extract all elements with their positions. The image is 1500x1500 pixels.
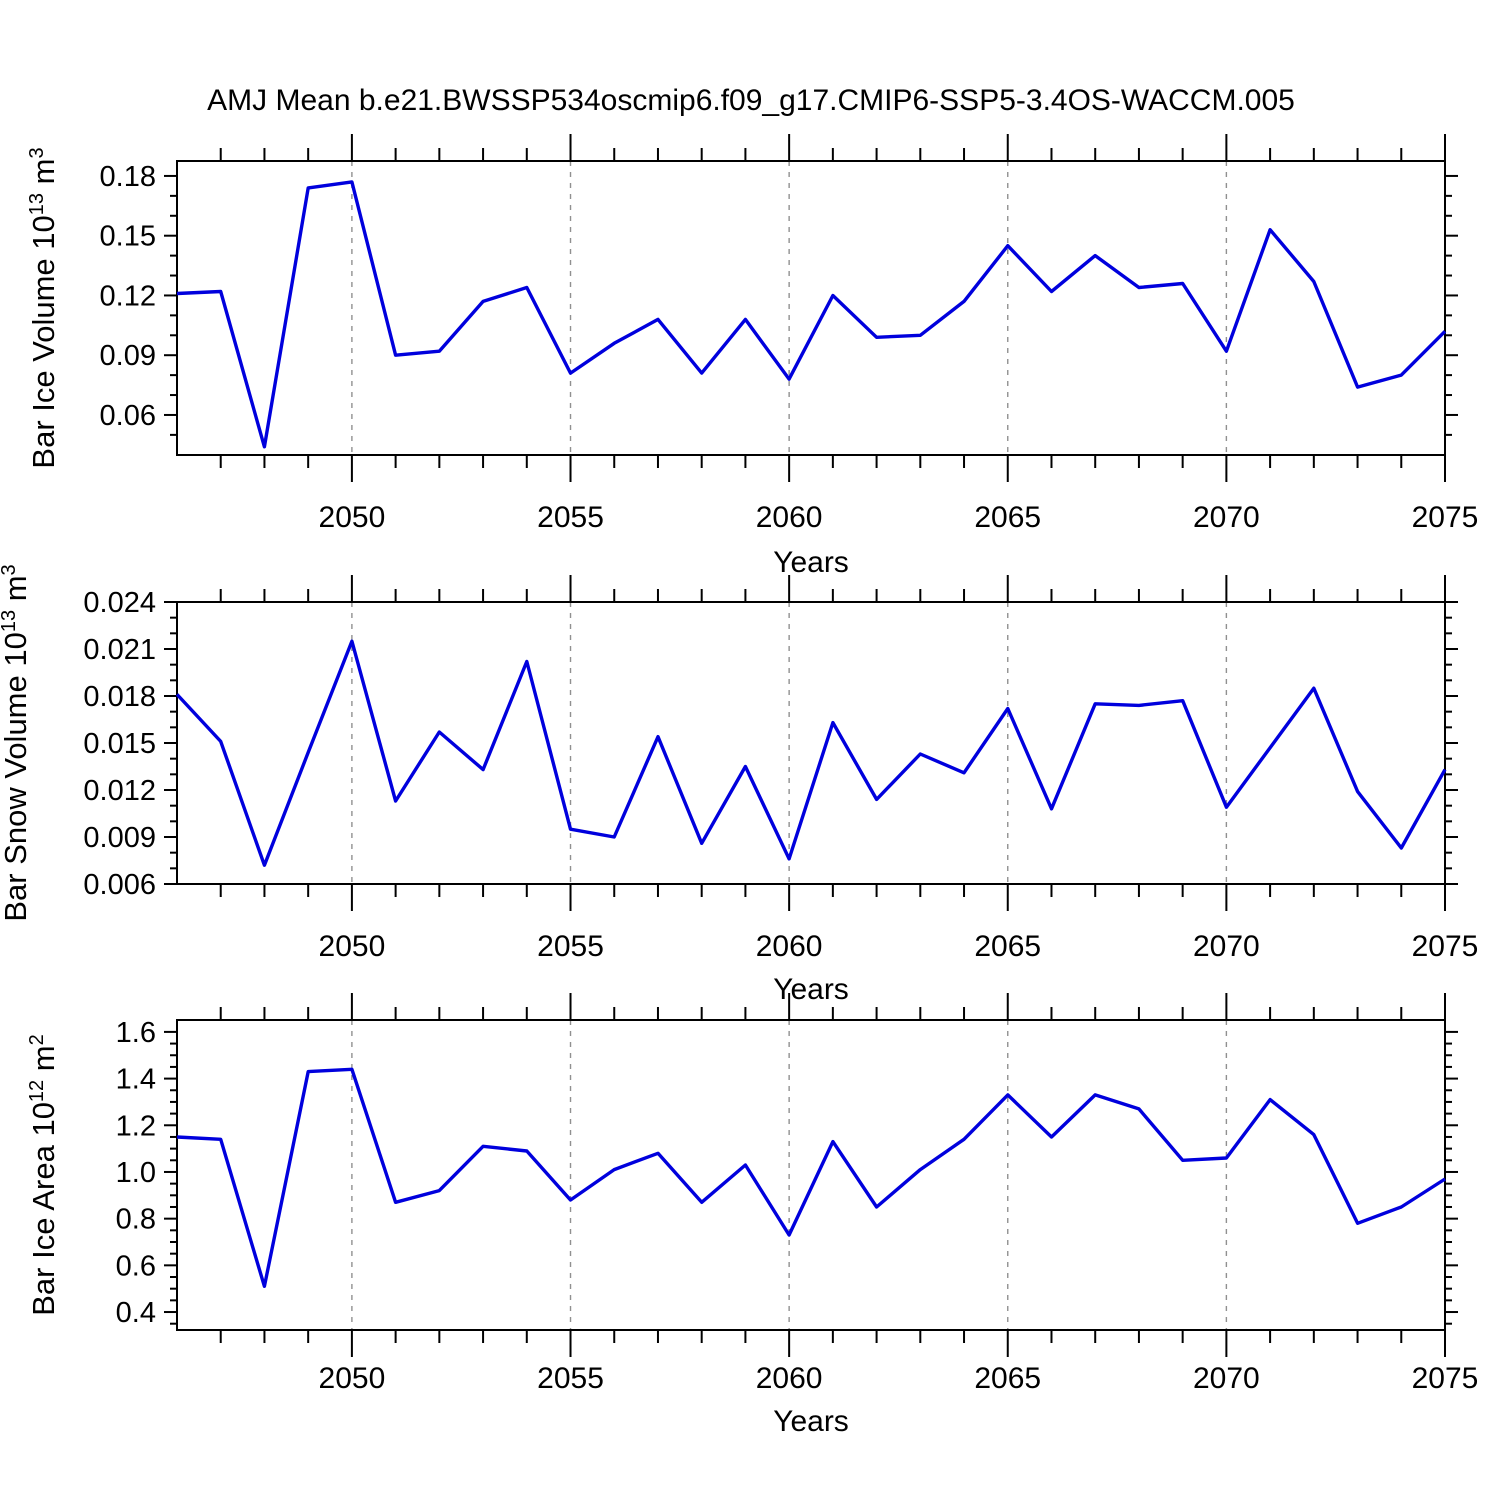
y-title-text: Bar Ice Volume 10 <box>26 215 62 469</box>
x-tick-label: 2075 <box>1412 501 1479 534</box>
x-axis-label-panel-3: Years <box>773 1405 849 1438</box>
x-tick-label: 2060 <box>756 501 823 534</box>
y-tick-label: 1.2 <box>116 1110 156 1142</box>
x-tick-label: 2065 <box>974 501 1041 534</box>
x-tick-label: 2050 <box>319 930 386 963</box>
y-tick-label: 0.6 <box>116 1250 156 1282</box>
x-axis-label-panel-2: Years <box>773 973 849 1006</box>
y-tick-label: 1.4 <box>116 1064 156 1096</box>
x-axis-label-panel-1: Years <box>773 546 849 579</box>
y-tick-label: 1.6 <box>116 1017 156 1049</box>
x-tick-label: 2050 <box>319 1362 386 1395</box>
y-tick-label: 0.012 <box>83 775 156 807</box>
y-tick-label: 0.12 <box>100 280 156 312</box>
x-tick-label: 2050 <box>319 501 386 534</box>
x-tick-label: 2065 <box>974 1362 1041 1395</box>
y-tick-label: 0.18 <box>100 161 156 193</box>
snow-volume-line <box>175 639 1447 867</box>
x-tick-label: 2060 <box>756 1362 823 1395</box>
page-title: AMJ Mean b.e21.BWSSP534oscmip6.f09_g17.C… <box>207 84 1295 117</box>
x-tick-label: 2070 <box>1193 1362 1260 1395</box>
ice-area-line <box>176 1067 1446 1289</box>
y-tick-label: 0.8 <box>116 1204 156 1236</box>
y-tick-label: 0.018 <box>83 681 156 713</box>
x-tick-label: 2065 <box>974 930 1041 963</box>
plot-frame <box>176 160 1446 456</box>
y-title-unit: m <box>26 1045 62 1080</box>
plot-frame <box>176 1019 1446 1331</box>
chart-panel-3: 0.4 0.6 0.8 1.0 1.2 1.4 1.6 2050 2055 2060 2065 207… <box>116 993 1479 1395</box>
plot-frame <box>176 601 1446 885</box>
y-axis-title-ice-volume: Bar Ice Volume 1013 m3 <box>26 147 62 468</box>
y-title-unit-exponent: 3 <box>25 147 48 159</box>
x-tick-label: 2055 <box>537 1362 604 1395</box>
x-tick-label: 2055 <box>537 501 604 534</box>
y-tick-label: 0.15 <box>100 221 156 253</box>
chart-panel-1: 0.06 0.09 0.12 0.15 0.18 2050 2055 2060 2065 2070… <box>100 134 1479 534</box>
y-tick-label: 0.009 <box>83 822 156 854</box>
y-title-exponent: 13 <box>0 609 20 633</box>
y-tick-label: 0.4 <box>116 1297 156 1329</box>
y-tick-label: 0.015 <box>83 728 156 760</box>
y-axis-title-ice-area: Bar Ice Area 1012 m2 <box>26 1034 62 1316</box>
y-axis-title-snow-volume: Bar Snow Volume 1013 m3 <box>0 564 34 921</box>
y-title-unit-exponent: 3 <box>0 564 20 576</box>
y-tick-label: 1.0 <box>116 1157 156 1189</box>
ice-volume-line <box>176 180 1447 449</box>
y-tick-label: 0.024 <box>83 587 156 619</box>
y-title-unit: m <box>26 158 62 193</box>
y-tick-label: 0.006 <box>83 869 156 901</box>
y-title-unit-exponent: 2 <box>25 1034 48 1046</box>
y-tick-label: 0.09 <box>100 340 156 372</box>
y-title-text: Bar Ice Area 10 <box>26 1102 62 1316</box>
y-title-unit: m <box>0 575 34 610</box>
y-title-exponent: 12 <box>25 1079 48 1103</box>
y-title-exponent: 13 <box>25 192 48 216</box>
x-tick-label: 2075 <box>1412 930 1479 963</box>
y-tick-label: 0.021 <box>83 634 156 666</box>
x-tick-label: 2060 <box>756 930 823 963</box>
y-tick-label: 0.06 <box>100 400 156 432</box>
y-title-text: Bar Snow Volume 10 <box>0 632 34 922</box>
x-tick-label: 2055 <box>537 930 604 963</box>
chart-panel-2: 0.006 0.009 0.012 0.015 0.018 0.021 0.024 2050 2… <box>83 575 1478 963</box>
x-tick-label: 2070 <box>1193 501 1260 534</box>
x-tick-label: 2070 <box>1193 930 1260 963</box>
x-tick-label: 2075 <box>1412 1362 1479 1395</box>
